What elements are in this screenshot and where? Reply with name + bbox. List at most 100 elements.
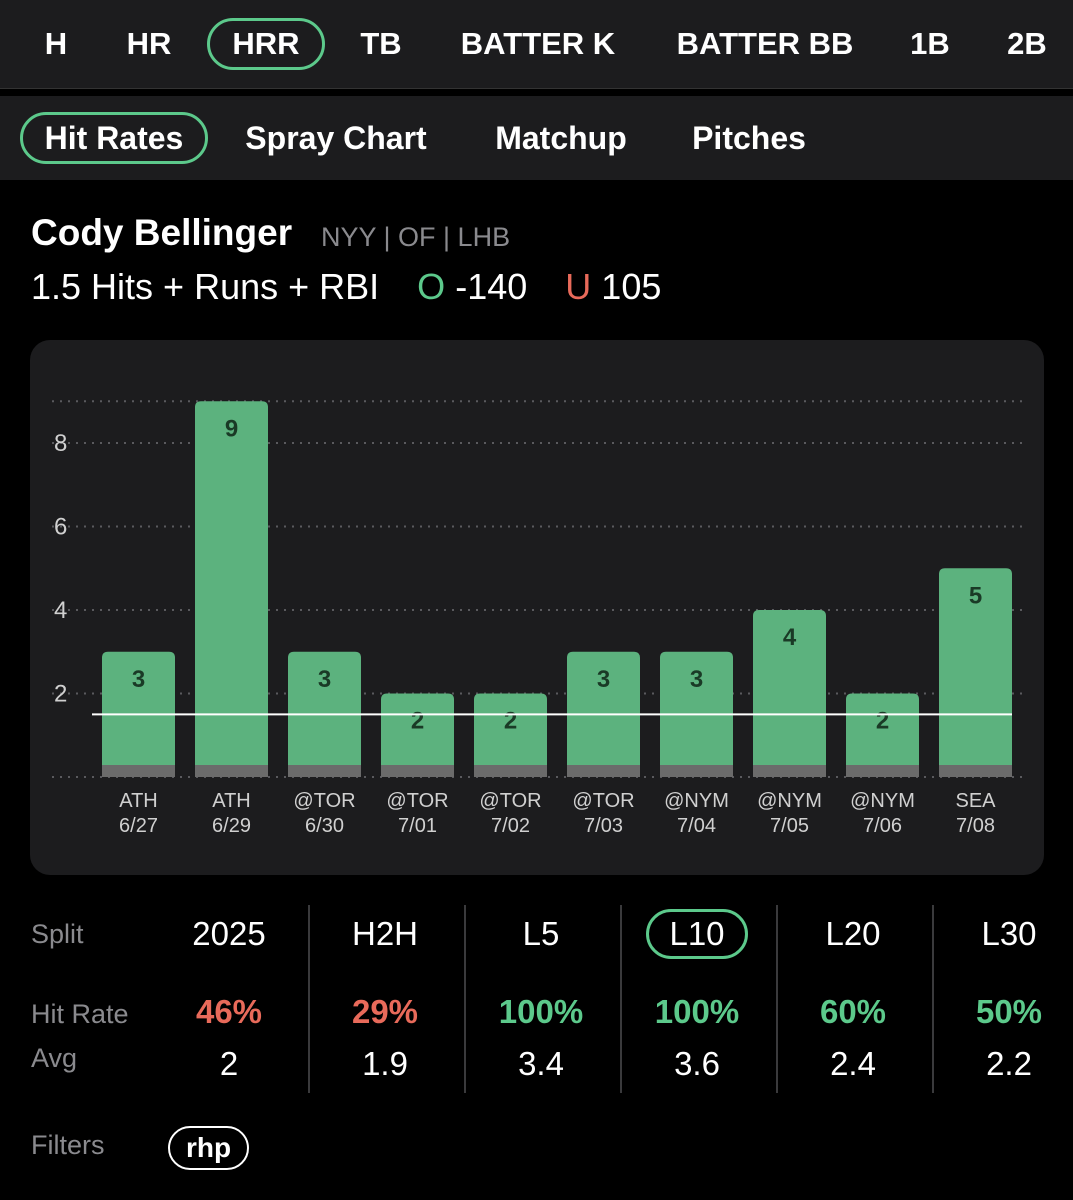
- split-header-label: L30: [981, 915, 1037, 952]
- bar-base: [753, 765, 826, 777]
- split-header[interactable]: H2H: [310, 915, 460, 953]
- bar-data-label: 2: [504, 708, 517, 735]
- tab-tb[interactable]: TB: [360, 26, 402, 61]
- column-divider: [932, 905, 934, 1093]
- column-divider: [464, 905, 466, 1093]
- bar-data-label: 9: [225, 415, 238, 442]
- split-header[interactable]: L5: [466, 915, 616, 953]
- player-meta: NYY | OF | LHB: [321, 222, 511, 252]
- tab-1b[interactable]: 1B: [910, 26, 950, 61]
- bar-data-label: 2: [876, 708, 889, 735]
- hit-rate-value: 29%: [351, 993, 419, 1030]
- bar-data-label: 5: [969, 582, 982, 609]
- bar: [939, 568, 1012, 777]
- x-tick-label: @TOR: [479, 790, 541, 812]
- avg-value: 2: [219, 1045, 239, 1082]
- splits-table: Split Hit Rate Avg 2025 46% 2 H2H 29% 1.9 L5 10…: [0, 905, 1073, 1095]
- tab-hrr[interactable]: HRR: [207, 18, 325, 70]
- x-tick-label: 6/29: [212, 815, 251, 837]
- under-odds[interactable]: 105: [601, 266, 662, 307]
- hit-rate-chart: 2 4 6 8 3 ATH 6/27 9 ATH 6/29 3 @TOR 6/30 2 @TOR 7/01 2 @…: [30, 340, 1044, 875]
- bar-base: [381, 765, 454, 777]
- split-header-label: 2025: [192, 915, 266, 952]
- tab-batter-k[interactable]: BATTER K: [460, 26, 616, 61]
- x-tick-label: SEA: [955, 790, 996, 812]
- tab-matchup[interactable]: Matchup: [495, 120, 627, 156]
- avg-label: Avg: [31, 1043, 78, 1073]
- column-divider: [620, 905, 622, 1093]
- x-tick-label: @TOR: [386, 790, 448, 812]
- over-indicator: O: [417, 266, 446, 307]
- y-tick-label: 8: [54, 430, 67, 457]
- split-header[interactable]: L10: [622, 909, 772, 959]
- tab-batter-bb[interactable]: BATTER BB: [676, 26, 854, 61]
- split-column-l5[interactable]: L5 100% 3.4: [466, 905, 616, 1095]
- bar-data-label: 3: [690, 666, 703, 693]
- x-tick-label: @NYM: [757, 790, 822, 812]
- x-tick-label: 6/30: [305, 815, 344, 837]
- x-tick-label: 6/27: [119, 815, 158, 837]
- split-label: Split: [31, 919, 84, 949]
- split-column-l20[interactable]: L20 60% 2.4: [778, 905, 928, 1095]
- split-header-label: L10: [646, 909, 748, 959]
- filter-chip-rhp[interactable]: rhp: [168, 1126, 250, 1170]
- filters-label: Filters: [31, 1130, 105, 1160]
- x-tick-label: @NYM: [664, 790, 729, 812]
- y-tick-label: 2: [54, 681, 67, 708]
- bar: [753, 610, 826, 777]
- split-header-label: L20: [825, 915, 881, 952]
- split-column-h2h[interactable]: H2H 29% 1.9: [310, 905, 460, 1095]
- prop-description: 1.5 Hits + Runs + RBI: [31, 266, 380, 307]
- bar-data-label: 3: [132, 666, 145, 693]
- bar-base: [288, 765, 361, 777]
- avg-value: 2.2: [986, 1045, 1032, 1082]
- over-odds[interactable]: -140: [455, 266, 528, 307]
- bar-data-label: 4: [783, 624, 797, 651]
- view-tab-bar: Hit Rates Spray Chart Matchup Pitches: [0, 96, 1073, 180]
- avg-value: 1.9: [362, 1045, 408, 1082]
- tab-h[interactable]: H: [44, 26, 68, 61]
- hit-rate-value: 60%: [819, 993, 887, 1030]
- x-tick-label: ATH: [119, 790, 158, 812]
- split-header[interactable]: L20: [778, 915, 928, 953]
- hit-rate-value: 100%: [654, 993, 740, 1030]
- split-column-l30[interactable]: L30 50% 2.2: [934, 905, 1073, 1095]
- tab-hit-rates[interactable]: Hit Rates: [20, 112, 208, 164]
- bar-base: [846, 765, 919, 777]
- player-name: Cody Bellinger: [31, 212, 293, 253]
- bar: [474, 693, 547, 777]
- tab-hr[interactable]: HR: [126, 26, 172, 61]
- y-tick-label: 6: [54, 514, 67, 541]
- bar: [381, 693, 454, 777]
- bar-base: [660, 765, 733, 777]
- hit-rate-value: 46%: [195, 993, 263, 1030]
- bar-data-label: 3: [597, 666, 610, 693]
- x-tick-label: @NYM: [850, 790, 915, 812]
- tab-spray-chart[interactable]: Spray Chart: [245, 120, 427, 156]
- split-header[interactable]: 2025: [154, 915, 304, 953]
- x-tick-label: 7/04: [677, 815, 716, 837]
- bar-data-label: 2: [411, 708, 424, 735]
- under-indicator: U: [565, 266, 592, 307]
- market-tab-bar: H HR HRR TB BATTER K BATTER BB 1B 2B: [0, 0, 1073, 89]
- column-divider: [776, 905, 778, 1093]
- bar-chart: 2 4 6 8 3 ATH 6/27 9 ATH 6/29 3 @TOR 6/30 2 @TOR 7/01 2 @…: [52, 400, 1022, 837]
- split-header-label: H2H: [351, 915, 419, 952]
- bar-base: [939, 765, 1012, 777]
- tab-pitches[interactable]: Pitches: [692, 120, 806, 156]
- split-column-2025[interactable]: 2025 46% 2: [154, 905, 304, 1095]
- column-divider: [308, 905, 310, 1093]
- bar: [195, 401, 268, 777]
- split-column-l10[interactable]: L10 100% 3.6: [622, 905, 772, 1095]
- bar-base: [102, 765, 175, 777]
- split-header[interactable]: L30: [934, 915, 1073, 953]
- x-tick-label: 7/06: [863, 815, 902, 837]
- x-tick-label: ATH: [212, 790, 251, 812]
- x-tick-label: 7/05: [770, 815, 809, 837]
- split-header-label: L5: [522, 915, 560, 952]
- tab-2b[interactable]: 2B: [1007, 26, 1047, 61]
- avg-value: 3.4: [518, 1045, 564, 1082]
- x-tick-label: 7/03: [584, 815, 623, 837]
- x-tick-label: 7/08: [956, 815, 995, 837]
- x-tick-label: 7/01: [398, 815, 437, 837]
